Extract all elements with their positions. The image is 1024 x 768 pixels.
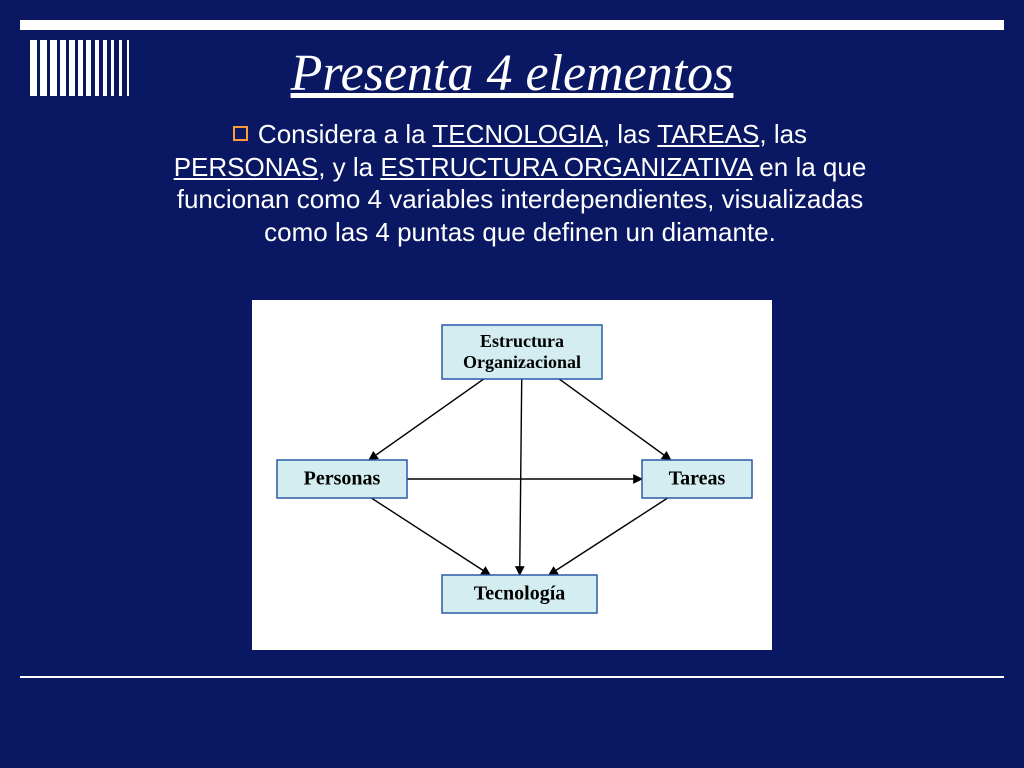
diagram-nodes: EstructuraOrganizacional Personas Tareas Te… (277, 325, 752, 613)
edge-top-left (369, 379, 484, 460)
edge-top-right (559, 379, 671, 460)
bottom-rule (20, 676, 1004, 678)
node-label-left: Personas (304, 468, 381, 490)
edge-left-bottom (371, 498, 490, 575)
body-text-pre: Considera a la (258, 119, 432, 149)
diagram-svg: EstructuraOrganizacional Personas Tareas Te… (252, 300, 772, 650)
body-text-mid1: , las (603, 119, 657, 149)
slide-title: Presenta 4 elementos (0, 44, 1024, 103)
body-keyword-1: TECNOLOGIA (432, 119, 602, 149)
node-label-right: Tareas (669, 468, 726, 490)
node-label-top-l1: Estructura (480, 331, 564, 351)
diamond-diagram: EstructuraOrganizacional Personas Tareas Te… (252, 300, 772, 650)
edge-right-bottom (549, 498, 668, 575)
body-text-mid3: , y la (318, 152, 380, 182)
edge-top-bottom (520, 379, 522, 575)
body-keyword-3: PERSONAS (174, 152, 319, 182)
body-keyword-2: TAREAS (657, 119, 759, 149)
diagram-edges (369, 379, 671, 575)
node-label-bottom: Tecnología (474, 583, 566, 605)
body-text-mid2: , las (759, 119, 807, 149)
body-keyword-4: ESTRUCTURA ORGANIZATIVA (380, 152, 752, 182)
body-paragraph: Considera a la TECNOLOGIA, las TAREAS, l… (170, 118, 870, 248)
node-label-top-l2: Organizacional (463, 352, 581, 372)
bullet-square-icon (233, 126, 248, 141)
top-rule (20, 20, 1004, 30)
